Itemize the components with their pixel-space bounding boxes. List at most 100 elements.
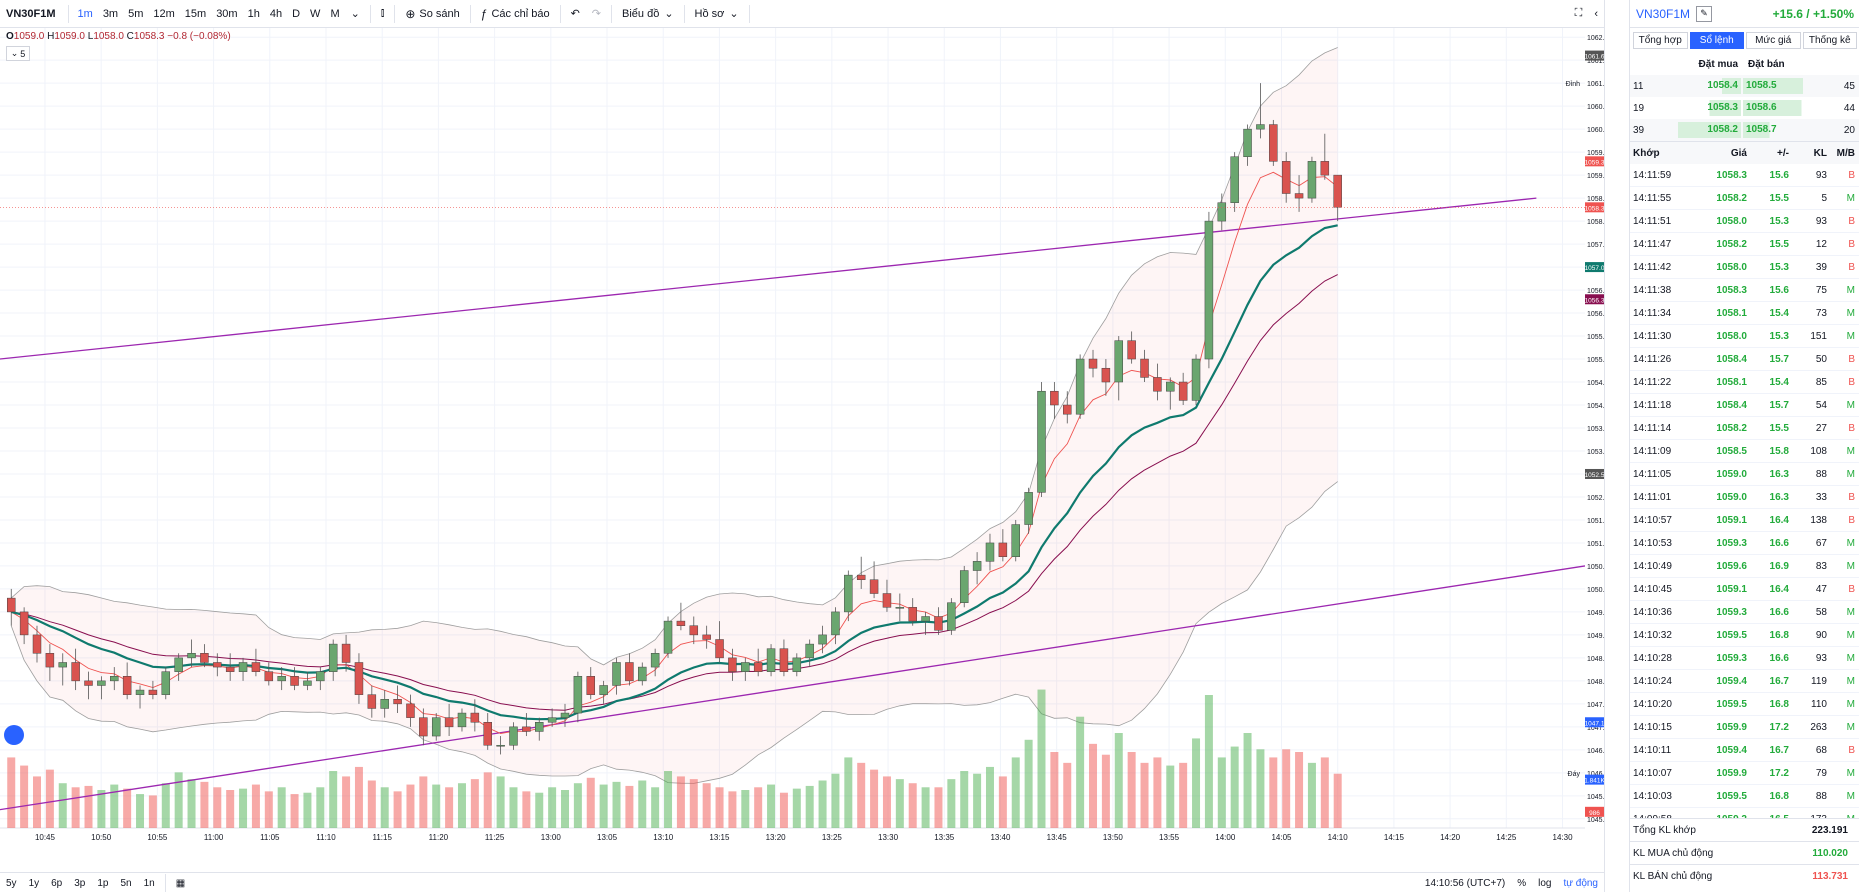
price-tick: 1055.5 (1587, 334, 1604, 341)
chart-type-button[interactable]: Biểu đồ ⌄ (616, 5, 680, 22)
trade-volume: 151 (1810, 330, 1827, 342)
trade-price: 1059.4 (1716, 675, 1747, 687)
volume-bar (1011, 757, 1020, 828)
high-value: 1059.0 (54, 31, 85, 42)
tab-3[interactable]: Thống kê (1802, 32, 1857, 49)
auto-scale-toggle[interactable]: tự động (1563, 877, 1599, 889)
trade-price: 1059.5 (1716, 629, 1747, 641)
volume-bar (638, 780, 647, 828)
candle-body (1191, 358, 1201, 401)
fullscreen-icon[interactable]: ⛶ (1574, 7, 1583, 19)
bid-price[interactable]: 1058.2 (1678, 122, 1741, 138)
trade-side: M (1846, 790, 1855, 802)
volume-bar (548, 787, 557, 828)
timeframe-3m[interactable]: 3m (102, 7, 119, 20)
calendar-icon[interactable]: ▦ (175, 877, 186, 889)
volume-bar (7, 757, 16, 828)
tab-0[interactable]: Tổng hợp (1633, 32, 1688, 49)
timeframe-12m[interactable]: 12m (153, 7, 175, 20)
ohlc-legend: O1059.0 H1059.0 L1058.0 C1058.3 −0.8 (−0… (6, 31, 231, 42)
panel-symbol[interactable]: VN30F1M (1636, 6, 1691, 21)
trade-volume: 47 (1815, 583, 1827, 595)
trade-time: 14:11:55 (1633, 192, 1672, 204)
indicator-toggle[interactable]: ⌄ 5 (6, 46, 30, 61)
undo-button[interactable]: ↶ (570, 8, 580, 20)
symbol-label[interactable]: VN30F1M (6, 7, 56, 20)
volume-bar (496, 776, 505, 828)
volume-bar (767, 784, 776, 828)
trade-row: 14:10:07 1059.9 17.2 79 M (1630, 762, 1859, 785)
trade-row: 14:10:36 1059.3 16.6 58 M (1630, 601, 1859, 624)
volume-bar (213, 787, 222, 828)
profile-button[interactable]: Hồ sơ ⌄ (689, 5, 745, 22)
panel-header: VN30F1M ✎ +15.6 / +1.50% (1630, 0, 1859, 28)
timeframe-d[interactable]: D (292, 7, 301, 20)
range-5n[interactable]: 5n (120, 877, 132, 889)
timeframe-1h[interactable]: 1h (247, 7, 260, 20)
ask-price[interactable]: 1058.7 (1743, 122, 1806, 138)
function-icon: ƒ (480, 6, 488, 21)
candle-style-icon[interactable]: ⫾ (380, 7, 385, 19)
volume-bar (651, 787, 660, 828)
trade-row: 14:11:01 1059.0 16.3 33 B (1630, 486, 1859, 509)
candle-body (753, 662, 763, 672)
timeframe-dropdown-icon[interactable]: ⌄ (350, 8, 360, 20)
trade-time: 14:11:14 (1633, 422, 1672, 434)
timeframe-m[interactable]: M (330, 7, 340, 20)
edit-icon[interactable]: ✎ (1696, 5, 1713, 22)
volume-bar (779, 792, 788, 828)
range-1n[interactable]: 1n (143, 877, 155, 889)
range-1y[interactable]: 1y (28, 877, 40, 889)
bid-price[interactable]: 1058.4 (1678, 78, 1741, 94)
ask-price[interactable]: 1058.5 (1743, 78, 1806, 94)
candle-body (792, 657, 802, 672)
price-tick: 1051.5 (1587, 518, 1604, 525)
range-3p[interactable]: 3p (74, 877, 86, 889)
panel-gutter (1604, 0, 1630, 892)
trade-side: M (1846, 537, 1855, 549)
price-tick: 1046.0 (1587, 771, 1604, 778)
log-toggle[interactable]: log (1538, 877, 1552, 889)
total-row: Tổng KL khớp 223.191 (1630, 818, 1859, 841)
timeframe-30m[interactable]: 30m (216, 7, 238, 20)
trade-time: 14:10:07 (1633, 767, 1672, 779)
bid-price[interactable]: 1058.3 (1678, 100, 1741, 116)
divider (611, 4, 613, 23)
range-5y[interactable]: 5y (6, 877, 17, 889)
volume-bar (561, 790, 569, 828)
time-tick: 13:00 (541, 833, 562, 842)
candle-body (625, 662, 634, 682)
volume-bar (741, 790, 750, 828)
trade-price: 1058.0 (1716, 330, 1747, 342)
timeframe-w[interactable]: W (310, 7, 321, 20)
candle-body (1217, 202, 1227, 222)
trade-side: B (1848, 422, 1855, 434)
tab-2[interactable]: Mức giá (1746, 32, 1801, 49)
price-chart[interactable]: 10:45 10:50 10:55 11:00 11:05 11:10 11:15 11:20… (0, 28, 1585, 855)
range-6p[interactable]: 6p (51, 877, 63, 889)
timeframe-5m[interactable]: 5m (128, 7, 144, 20)
ask-price[interactable]: 1058.6 (1743, 100, 1806, 116)
trade-time: 14:11:42 (1633, 261, 1672, 273)
range-1p[interactable]: 1p (97, 877, 109, 889)
candle-body (779, 648, 789, 672)
timeframe-4h[interactable]: 4h (269, 7, 283, 20)
trade-price: 1059.9 (1716, 721, 1747, 733)
redo-button[interactable]: ↷ (591, 8, 602, 20)
tab-1[interactable]: Sổ lệnh (1689, 32, 1744, 49)
compare-button[interactable]: ⊕ So sánh (399, 5, 465, 23)
price-axis-badge (1585, 468, 1604, 479)
price-axis-badge-label: 986 (1589, 810, 1600, 817)
timeframe-1m[interactable]: 1m (77, 7, 93, 20)
trade-time: 14:11:38 (1633, 284, 1672, 296)
timeframe-15m[interactable]: 15m (184, 7, 207, 20)
price-tick: 1059.5 (1587, 150, 1604, 157)
price-axis[interactable]: 1062.0 1061.5 1061.0 1060.5 1060.0 1059.5 1059… (1585, 28, 1604, 855)
col-side: M/B (1836, 147, 1855, 159)
price-tick: 1058.5 (1587, 196, 1604, 203)
percent-toggle[interactable]: % (1517, 877, 1527, 889)
low-value: 1058.0 (93, 31, 124, 42)
indicators-button[interactable]: ƒ Các chỉ báo (475, 5, 556, 23)
candle-body (238, 662, 248, 672)
collapse-panel-icon[interactable]: ‹ (1594, 7, 1598, 20)
